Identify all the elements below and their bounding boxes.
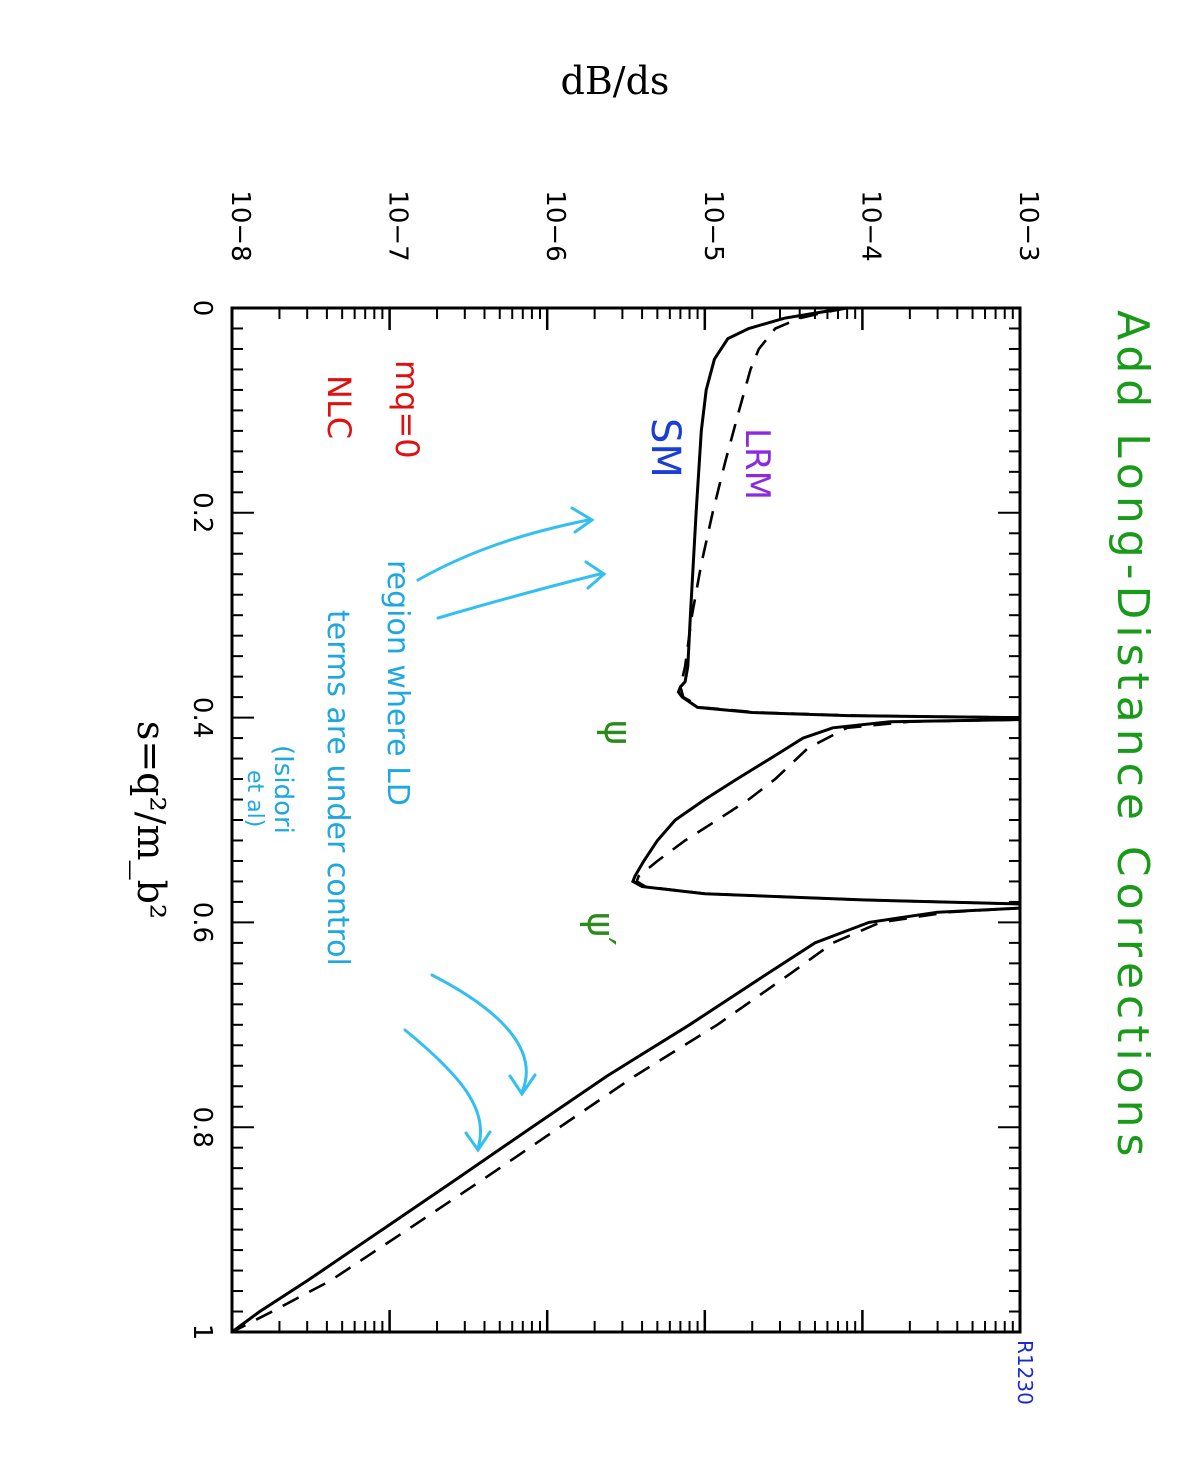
arrow-2-head <box>584 560 607 590</box>
y-tick-labels: 10−8 10−7 10−6 10−5 10−4 10−3 <box>225 190 1043 261</box>
series-group <box>231 306 1022 1334</box>
y-tick-label: 10−3 <box>1013 190 1043 261</box>
arrow-3 <box>430 973 528 1094</box>
annotation-region-line3: (Isidori <box>268 745 298 834</box>
x-tick-labels: 0 0.2 0.4 0.6 0.8 1 <box>187 300 217 1341</box>
x-tick-label: 0.4 <box>187 697 217 738</box>
arrows <box>403 506 607 1153</box>
y-tick-label: 10−8 <box>225 190 255 261</box>
y-axis-title: dB/ds <box>561 59 670 103</box>
x-axis-title: s=q²/m_b² <box>128 721 173 919</box>
series-line-sm <box>231 306 1022 1334</box>
arrow-4 <box>403 1028 483 1150</box>
arrow-1-head <box>570 506 595 534</box>
annotation-lrm: LRM <box>737 428 777 500</box>
annotation-nlc: NLC <box>320 375 358 439</box>
tick-marks <box>230 307 1022 1333</box>
arrow-4-head <box>464 1130 492 1153</box>
arrow-1 <box>416 518 590 582</box>
x-tick-label: 0.6 <box>187 902 217 943</box>
y-tick-label: 10−4 <box>855 190 885 261</box>
x-tick-label: 0.2 <box>187 492 217 533</box>
series-line-lrm <box>231 306 1022 1334</box>
y-tick-label: 10−7 <box>383 190 413 261</box>
annotation-corner: R1230 <box>1013 1340 1037 1405</box>
x-tick-label: 1 <box>187 1324 217 1341</box>
chart-title: Add Long-Distance Corrections <box>1107 310 1158 1162</box>
annotation-psi: ψ <box>596 720 640 745</box>
annotation-region-line2: terms are under control <box>320 610 355 966</box>
x-tick-label: 0.8 <box>187 1107 217 1148</box>
arrow-2 <box>436 572 602 620</box>
x-tick-label: 0 <box>187 300 217 317</box>
y-tick-label: 10−6 <box>540 190 570 261</box>
arrow-3-head <box>508 1073 537 1097</box>
rotated-plot: 0 0.2 0.4 0.6 0.8 1 s=q²/m_b² Add Long-Distan… <box>128 300 1158 1405</box>
y-tick-label: 10−5 <box>698 190 728 261</box>
annotation-region-line1: region where LD <box>380 560 415 806</box>
annotation-mq: mq=0 <box>388 360 426 459</box>
annotation-sm: SM <box>642 418 688 478</box>
annotation-region-line4: et al) <box>242 770 267 827</box>
annotation-psi-prime: ψ′ <box>579 912 623 946</box>
